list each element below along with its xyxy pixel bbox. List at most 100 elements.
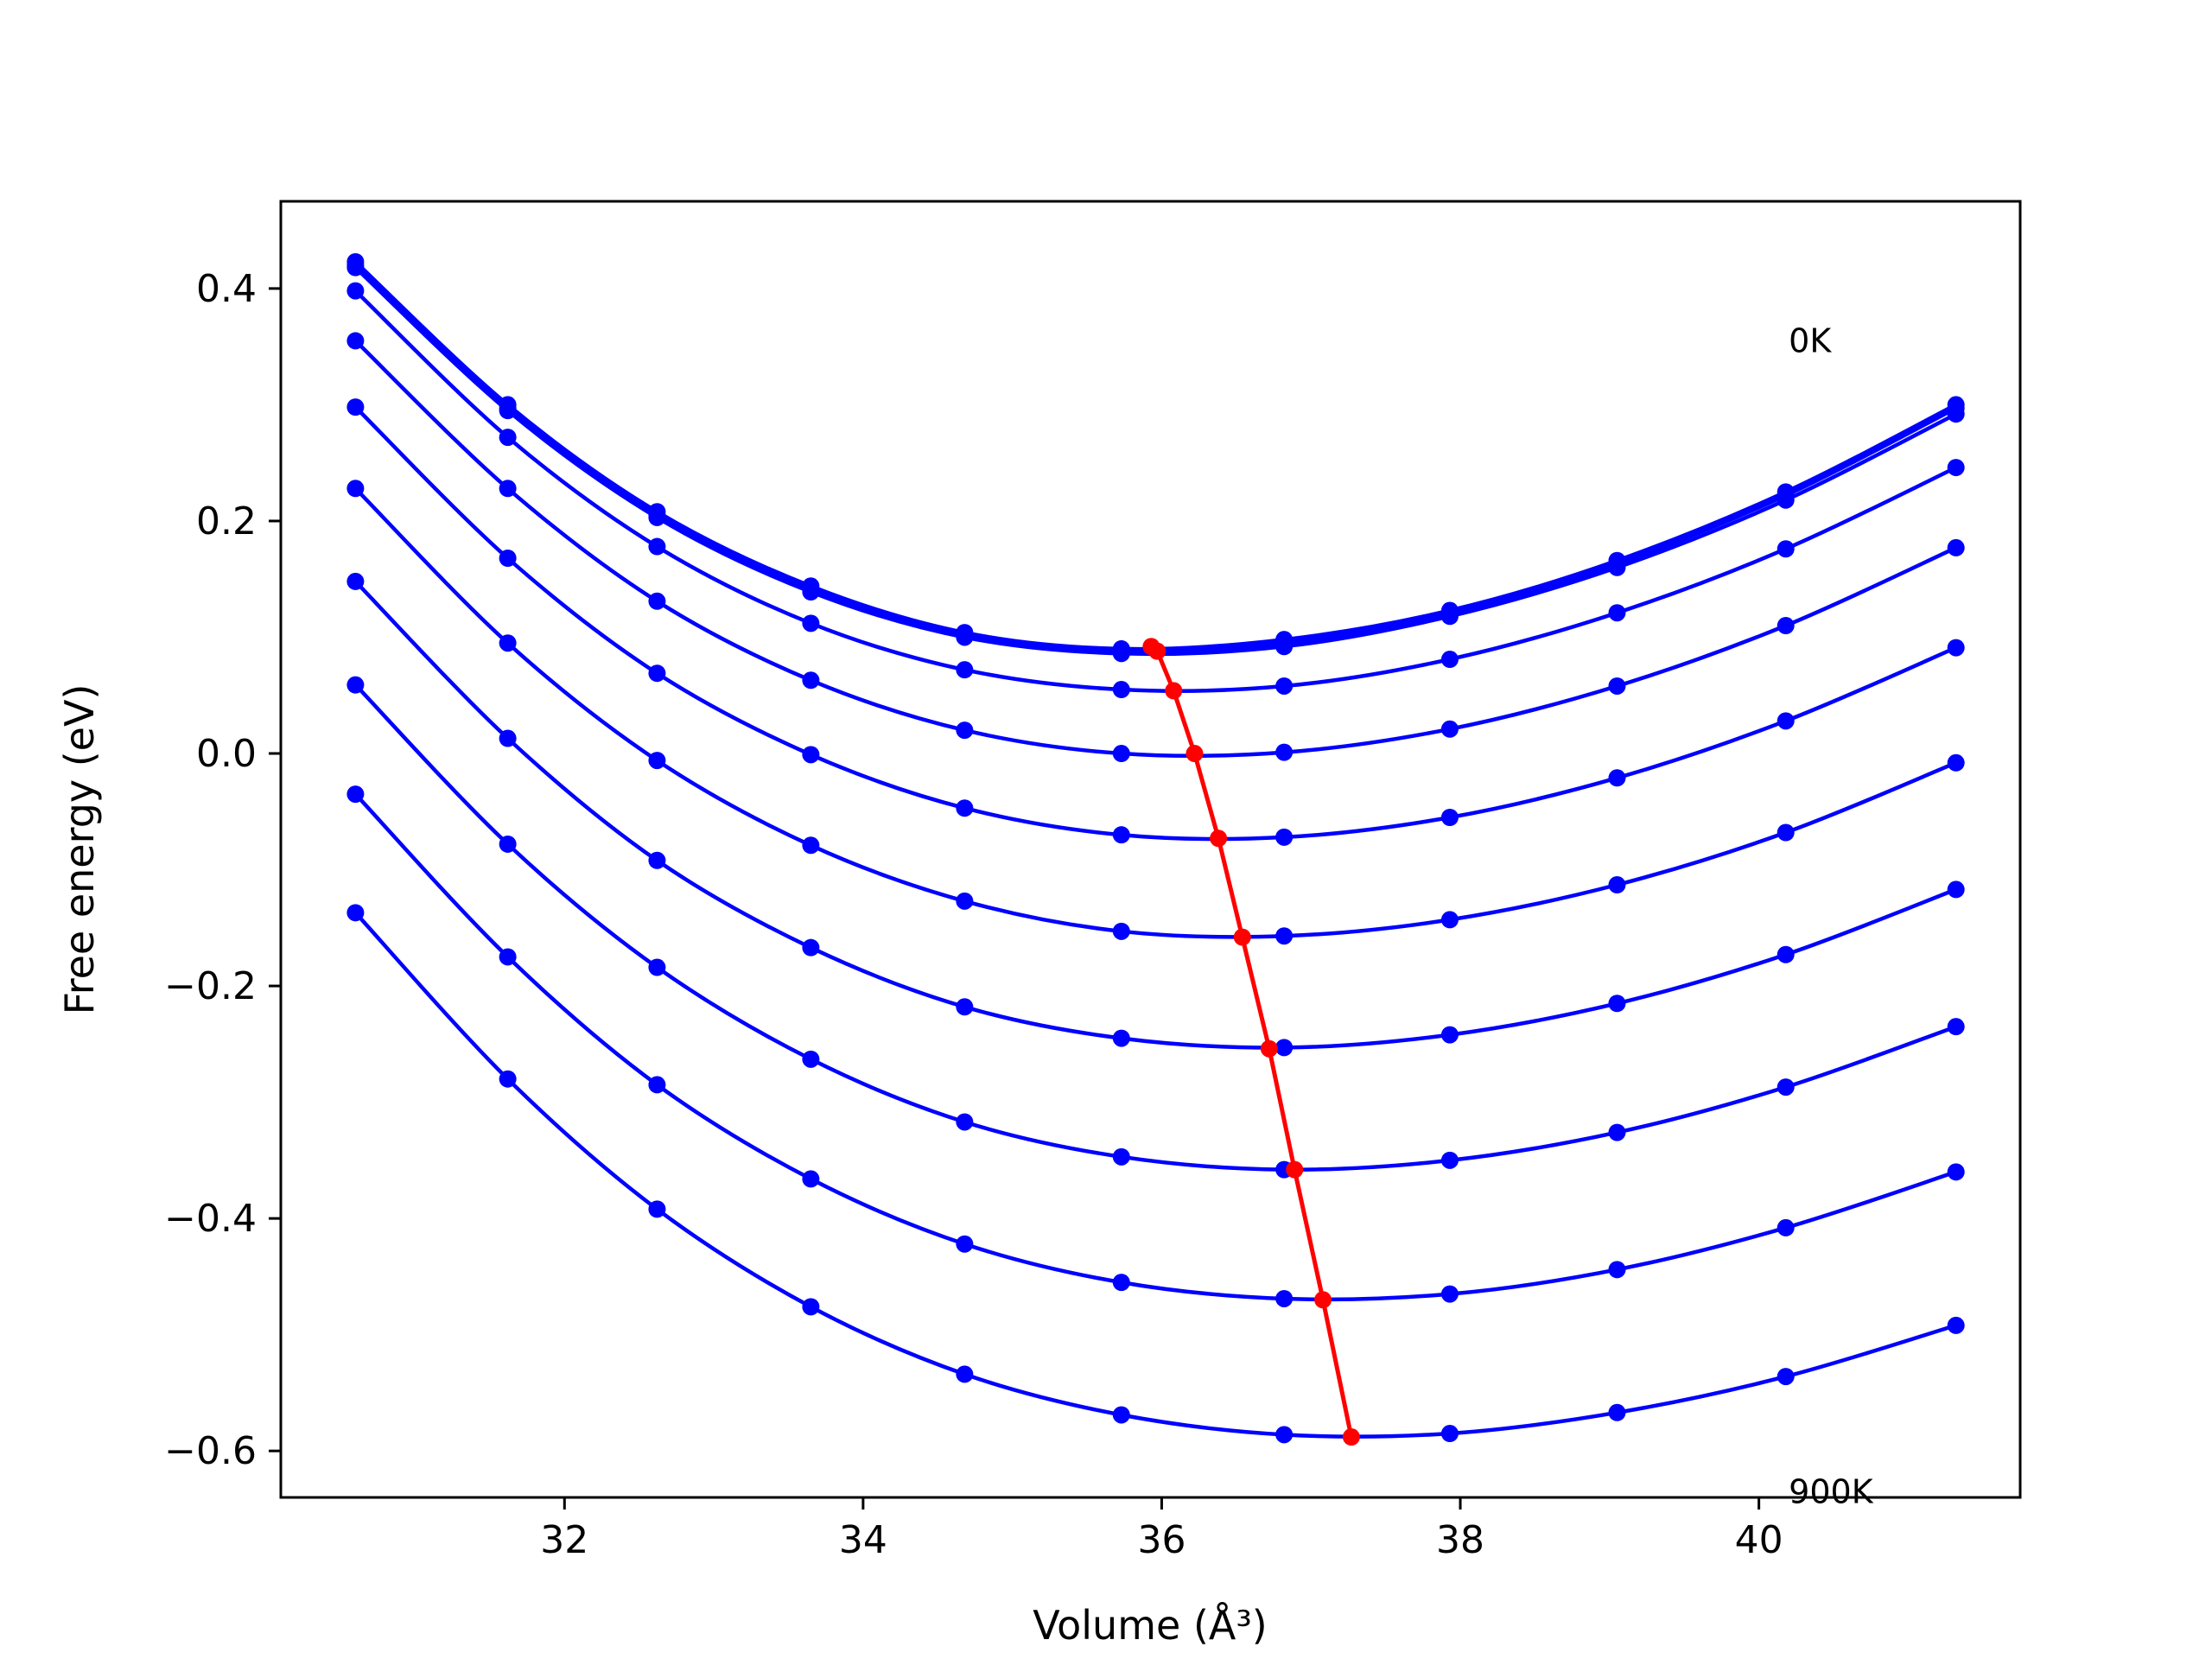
x-tick-label-3: 38 <box>1436 1518 1484 1562</box>
y-tick-label-2: 0.0 <box>196 732 257 776</box>
series-2-point-5 <box>1112 645 1130 663</box>
series-2-point-6 <box>1275 638 1294 656</box>
series-3-point-1 <box>499 429 517 447</box>
series-7-point-1 <box>499 729 517 747</box>
series-4-point-10 <box>1947 538 1965 556</box>
series-8-point-1 <box>499 835 517 853</box>
series-8-point-8 <box>1608 1123 1626 1141</box>
series-10-point-6 <box>1275 1426 1294 1444</box>
series-4-point-3 <box>802 671 820 690</box>
series-5-point-7 <box>1440 809 1459 827</box>
series-4-point-5 <box>1112 745 1130 763</box>
series-8-point-2 <box>648 958 666 976</box>
series-6-point-5 <box>1112 922 1130 940</box>
series-7-point-9 <box>1777 945 1795 963</box>
series-7-point-10 <box>1947 880 1965 899</box>
series-5-point-8 <box>1608 769 1626 787</box>
series-3-point-9 <box>1777 540 1795 558</box>
series-10-point-3 <box>802 1298 820 1316</box>
minimum-point-9 <box>1342 1428 1360 1446</box>
series-9-point-6 <box>1275 1289 1294 1307</box>
series-7-point-3 <box>802 938 820 957</box>
x-tick-label-0: 32 <box>540 1518 588 1562</box>
series-2-point-1 <box>499 402 517 420</box>
y-tick-label-4: −0.4 <box>164 1197 257 1241</box>
series-5-point-1 <box>499 550 517 568</box>
series-10-point-0 <box>346 904 365 922</box>
minimum-point-2 <box>1165 682 1183 700</box>
series-6-point-0 <box>346 480 365 498</box>
series-5-point-9 <box>1777 712 1795 730</box>
series-10-point-10 <box>1947 1316 1965 1334</box>
series-4-point-6 <box>1275 743 1294 761</box>
series-5-point-5 <box>1112 826 1130 844</box>
series-10-point-7 <box>1440 1425 1459 1443</box>
y-tick-label-1: 0.2 <box>196 499 257 543</box>
series-9-point-7 <box>1440 1285 1459 1303</box>
series-2-point-7 <box>1440 607 1459 626</box>
series-3-point-5 <box>1112 681 1130 699</box>
series-5-point-4 <box>956 799 974 817</box>
y-tick-label-5: −0.6 <box>164 1429 257 1473</box>
series-8-point-7 <box>1440 1151 1459 1169</box>
series-9-point-9 <box>1777 1218 1795 1236</box>
series-9-point-3 <box>802 1170 820 1188</box>
series-6-line <box>353 486 1957 939</box>
minimum-point-3 <box>1185 745 1204 763</box>
series-9-point-0 <box>346 785 365 804</box>
series-4-point-2 <box>648 592 666 610</box>
series-10-point-1 <box>499 1070 517 1088</box>
series-9-point-5 <box>1112 1274 1130 1292</box>
minimum-point-4 <box>1210 830 1228 848</box>
series-7-point-4 <box>956 998 974 1016</box>
series-8-point-4 <box>956 1113 974 1131</box>
series-0-line <box>353 260 1957 652</box>
y-tick-label-0: 0.4 <box>196 267 257 311</box>
series-6-point-9 <box>1777 823 1795 842</box>
series-2-point-8 <box>1608 558 1626 576</box>
plot-frame <box>279 200 2022 1499</box>
series-7-point-7 <box>1440 1026 1459 1044</box>
series-7-point-5 <box>1112 1029 1130 1047</box>
series-3-point-3 <box>802 614 820 632</box>
curve-marker-layer <box>346 252 1965 1444</box>
series-2-point-4 <box>956 628 974 646</box>
x-axis: 32 34 36 38 40 <box>540 1497 1783 1562</box>
series-3-point-6 <box>1275 677 1294 695</box>
series-7-point-8 <box>1608 995 1626 1013</box>
series-9-point-1 <box>499 948 517 966</box>
x-tick-label-4: 40 <box>1735 1518 1783 1562</box>
series-8-point-3 <box>802 1050 820 1068</box>
series-5-point-10 <box>1947 639 1965 657</box>
series-4-point-1 <box>499 480 517 498</box>
series-10-line <box>353 911 1957 1439</box>
series-7-point-6 <box>1275 1039 1294 1057</box>
series-9-point-4 <box>956 1235 974 1253</box>
series-6-point-6 <box>1275 927 1294 945</box>
series-8-point-9 <box>1777 1078 1795 1096</box>
x-tick-label-2: 36 <box>1137 1518 1185 1562</box>
series-5-point-2 <box>648 664 666 683</box>
series-7-point-2 <box>648 851 666 869</box>
series-8-point-5 <box>1112 1147 1130 1166</box>
series-3-point-10 <box>1947 459 1965 477</box>
series-6-point-2 <box>648 752 666 770</box>
series-4-point-7 <box>1440 720 1459 738</box>
series-9-point-10 <box>1947 1163 1965 1181</box>
minimum-point-8 <box>1314 1291 1332 1309</box>
series-10-point-4 <box>956 1365 974 1383</box>
annotation-900k: 900K <box>1789 1472 1874 1510</box>
series-9-line <box>353 792 1957 1302</box>
series-6-point-1 <box>499 634 517 652</box>
minima-layer <box>1142 638 1360 1446</box>
series-2-point-0 <box>346 258 365 276</box>
x-axis-label: Volume (Å³) <box>1033 1602 1268 1649</box>
minimum-point-6 <box>1260 1039 1278 1058</box>
series-6-point-10 <box>1947 753 1965 772</box>
series-10-point-9 <box>1777 1368 1795 1386</box>
series-3-point-7 <box>1440 651 1459 669</box>
series-7-point-0 <box>346 572 365 590</box>
series-3-point-2 <box>648 537 666 556</box>
series-3-point-0 <box>346 282 365 300</box>
minimum-point-1 <box>1148 642 1166 660</box>
